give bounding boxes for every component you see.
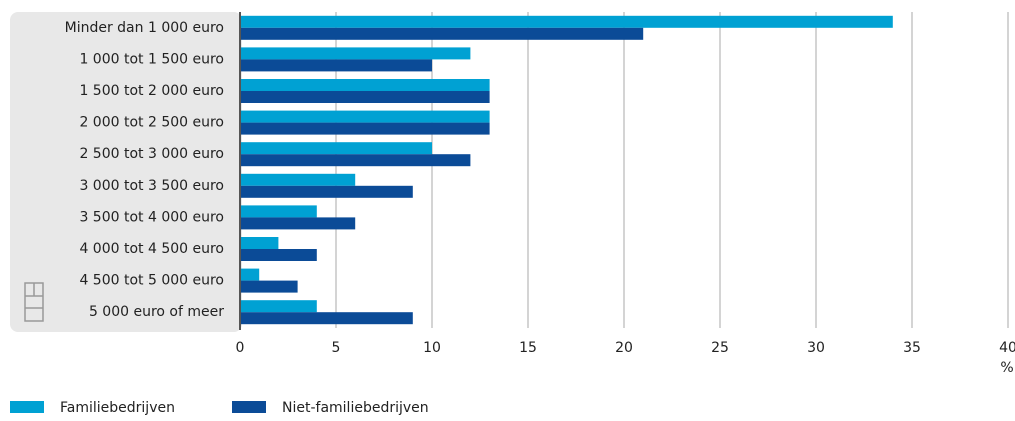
logo bbox=[24, 282, 44, 322]
bar bbox=[240, 79, 490, 91]
bar bbox=[240, 154, 471, 167]
legend-swatch bbox=[10, 401, 44, 413]
bar bbox=[240, 47, 471, 60]
y-tick-label: 1 000 tot 1 500 euro bbox=[79, 51, 224, 67]
x-tick-label: 10 bbox=[423, 340, 441, 356]
y-tick-label: 2 500 tot 3 000 euro bbox=[79, 146, 224, 162]
legend-label: Niet-familiebedrijven bbox=[282, 400, 429, 416]
bar bbox=[240, 249, 317, 261]
bar bbox=[240, 122, 490, 135]
bar bbox=[240, 142, 432, 155]
y-tick-label: 4 000 tot 4 500 euro bbox=[79, 241, 224, 257]
y-tick-label: 3 500 tot 4 000 euro bbox=[79, 209, 224, 225]
y-tick-label: 3 000 tot 3 500 euro bbox=[79, 178, 224, 194]
legend-swatch bbox=[232, 401, 266, 413]
x-axis-label: % bbox=[1000, 360, 1013, 376]
bar bbox=[240, 217, 356, 230]
bar bbox=[240, 59, 432, 72]
bar bbox=[240, 300, 317, 313]
x-tick-label: 40 bbox=[999, 340, 1015, 356]
x-tick-label: 15 bbox=[519, 340, 537, 356]
x-tick-label: 35 bbox=[903, 340, 921, 356]
bar bbox=[240, 15, 893, 28]
y-tick-label: 4 500 tot 5 000 euro bbox=[79, 273, 224, 289]
bar bbox=[240, 280, 298, 293]
x-tick-label: 5 bbox=[332, 340, 341, 356]
legend-label: Familiebedrijven bbox=[60, 400, 175, 416]
y-tick-label: Minder dan 1 000 euro bbox=[65, 20, 224, 36]
x-tick-label: 25 bbox=[711, 340, 729, 356]
bar bbox=[240, 237, 279, 249]
x-tick-label: 30 bbox=[807, 340, 825, 356]
y-tick-label: 1 500 tot 2 000 euro bbox=[79, 83, 224, 99]
label-panel bbox=[10, 12, 242, 332]
bar bbox=[240, 27, 644, 40]
y-tick-label: 2 000 tot 2 500 euro bbox=[79, 115, 224, 131]
bar bbox=[240, 91, 490, 103]
x-tick-label: 20 bbox=[615, 340, 633, 356]
bar bbox=[240, 185, 413, 198]
x-tick-label: 0 bbox=[236, 340, 245, 356]
bar bbox=[240, 268, 260, 281]
bar bbox=[240, 173, 356, 186]
bar bbox=[240, 312, 413, 325]
bar bbox=[240, 110, 490, 123]
bar bbox=[240, 205, 317, 218]
y-tick-label: 5 000 euro of meer bbox=[89, 304, 224, 320]
